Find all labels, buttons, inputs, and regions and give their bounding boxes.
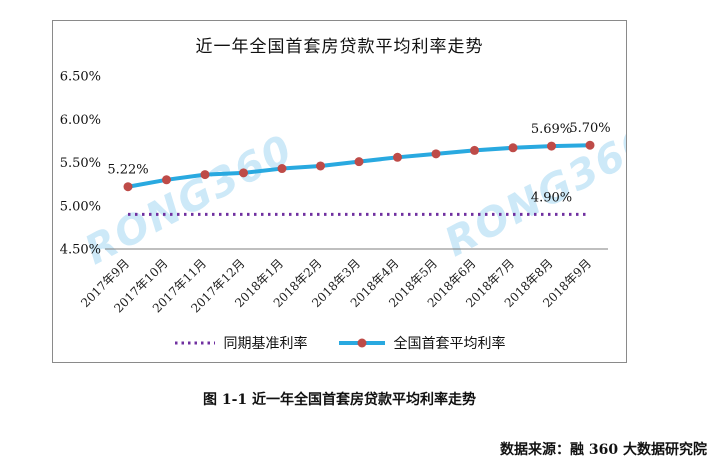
data-point-marker [508, 143, 518, 153]
data-point-marker [354, 157, 364, 167]
data-point-marker [431, 149, 441, 159]
data-point-marker [316, 161, 325, 171]
dotted-line-swatch [174, 341, 215, 345]
point-label: 5.70% [569, 121, 610, 136]
data-point-marker [277, 164, 287, 174]
legend-label-average: 全国首套平均利率 [393, 336, 506, 352]
data-point-marker [585, 140, 595, 150]
figure-caption: 图 1-1 近一年全国首套房贷款平均利率走势 [202, 392, 477, 408]
data-point-marker [393, 152, 402, 162]
chart-title: 近一年全国首套房贷款平均利率走势 [195, 37, 484, 57]
legend-label-baseline: 同期基准利率 [223, 336, 308, 352]
marker-sample [357, 338, 366, 348]
chart-container: RONG360 RONG360 近一年全国首套房贷款平均利率走势 6.50% 6.… [52, 20, 627, 363]
data-point-marker [470, 145, 479, 155]
data-point-marker [547, 141, 556, 151]
data-point-marker [239, 168, 248, 178]
point-label: 5.22% [107, 163, 148, 178]
chart-plot: 6.50%6.00%5.50%5.00%4.50%2017年9月2017年10月… [60, 70, 611, 316]
point-label: 4.90% [531, 190, 572, 205]
data-point-marker [123, 182, 133, 192]
y-axis-label: 6.00% [60, 113, 101, 128]
y-axis-label: 4.50% [60, 243, 101, 258]
legend-item-average: 全国首套平均利率 [338, 333, 506, 353]
chart-legend: 同期基准利率 全国首套平均利率 [53, 333, 626, 353]
data-source: 数据来源：融 360 大数据研究院 [500, 442, 707, 458]
y-axis-label: 6.50% [60, 70, 101, 85]
data-point-marker [162, 175, 171, 185]
legend-item-baseline: 同期基准利率 [174, 333, 308, 353]
y-axis-label: 5.50% [60, 156, 101, 171]
data-point-marker [200, 170, 210, 180]
point-label: 5.69% [531, 122, 572, 137]
line-marker-swatch [338, 338, 385, 348]
y-axis-label: 5.00% [60, 199, 101, 214]
